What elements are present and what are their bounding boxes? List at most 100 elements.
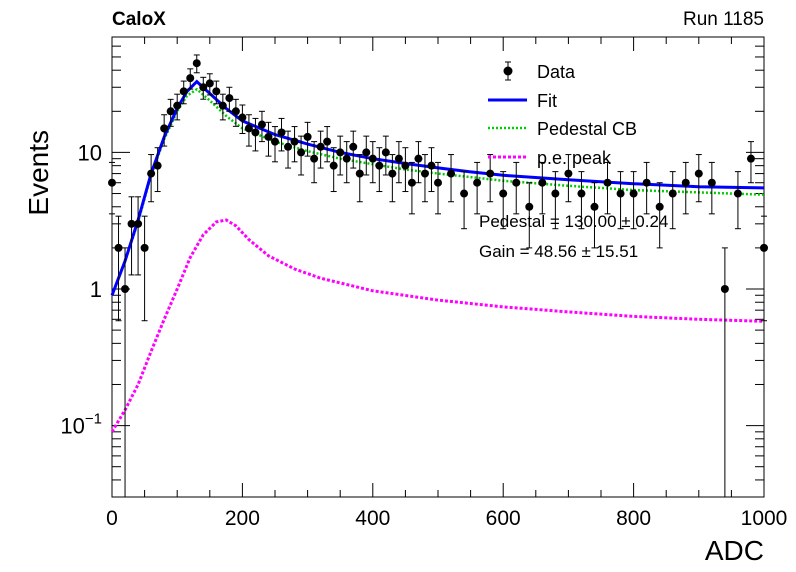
- data-point: [414, 141, 423, 184]
- data-point: [655, 182, 664, 249]
- data-marker: [746, 154, 755, 163]
- data-marker: [186, 74, 195, 83]
- data-marker: [323, 137, 332, 146]
- data-point: [355, 154, 364, 203]
- data-point: [205, 73, 214, 96]
- data-point: [303, 121, 312, 157]
- data-marker: [694, 169, 703, 178]
- data-marker: [127, 219, 136, 228]
- axis-ticks: [111, 36, 765, 498]
- data-point: [512, 161, 521, 215]
- data-point: [225, 86, 234, 112]
- data-marker: [160, 124, 169, 133]
- data-point: [642, 161, 651, 215]
- x-axis-label: ADC: [705, 535, 764, 566]
- data-point: [434, 161, 442, 215]
- data-point: [264, 121, 273, 157]
- data-point: [179, 80, 188, 105]
- data-marker: [284, 142, 293, 151]
- data-point: [147, 154, 156, 203]
- legend-label: Fit: [537, 91, 557, 111]
- data-point: [134, 196, 143, 276]
- x-tick-label: 600: [486, 507, 521, 530]
- data-marker: [238, 113, 247, 122]
- data-marker: [173, 101, 182, 110]
- data-marker: [564, 169, 573, 178]
- data-point: [310, 141, 319, 184]
- data-point: [329, 147, 338, 193]
- data-marker: [257, 120, 266, 129]
- data-marker: [414, 154, 423, 163]
- data-point: [186, 68, 195, 90]
- legend: Data Fit Pedestal CB p.e. peak: [488, 61, 637, 168]
- data-point: [401, 147, 410, 193]
- data-point: [590, 182, 599, 249]
- data-marker: [538, 178, 547, 187]
- data-marker: [355, 169, 364, 178]
- legend-label: Data: [537, 62, 576, 82]
- data-marker: [447, 169, 456, 178]
- data-point: [694, 154, 703, 203]
- data-point: [199, 76, 208, 100]
- data-point: [388, 154, 397, 203]
- data-marker: [407, 178, 416, 187]
- legend-entry: Data: [503, 61, 576, 82]
- data-point: [616, 171, 625, 230]
- p-e-peak-curve: [110, 218, 765, 433]
- data-point: [564, 154, 573, 203]
- x-tick-label: 1000: [741, 507, 788, 530]
- data-marker: [225, 94, 234, 103]
- data-point: [668, 171, 677, 230]
- data-point: [297, 135, 306, 176]
- data-point: [349, 130, 358, 169]
- data-marker: [388, 169, 397, 178]
- data-point: [525, 182, 534, 249]
- data-marker: [244, 124, 253, 133]
- data-point: [166, 98, 175, 127]
- data-point: [551, 171, 560, 230]
- data-point: [746, 141, 755, 184]
- data-point: [720, 247, 729, 498]
- data-point: [473, 161, 482, 215]
- data-marker: [303, 132, 312, 141]
- data-marker: [642, 178, 651, 187]
- legend-entry: p.e. peak: [488, 148, 612, 168]
- data-point: [140, 215, 149, 322]
- data-point: [271, 126, 279, 163]
- fit-curves: [110, 79, 765, 433]
- data-marker: [460, 189, 469, 198]
- data-marker: [420, 169, 429, 178]
- data-point: [251, 117, 260, 152]
- data-marker: [277, 128, 286, 137]
- data-marker: [394, 154, 403, 163]
- data-point: [407, 161, 416, 215]
- data-marker: [192, 59, 201, 68]
- data-point: [629, 171, 638, 230]
- data-point: [277, 117, 286, 152]
- data-point: [121, 247, 130, 498]
- y-tick-label: 10−1: [60, 411, 102, 439]
- data-point: [257, 110, 266, 143]
- data-marker: [349, 142, 358, 151]
- data-marker: [616, 189, 625, 198]
- x-tick-label: 0: [106, 507, 118, 530]
- data-point: [290, 126, 299, 163]
- data-marker: [577, 189, 586, 198]
- data-point: [323, 126, 332, 163]
- data-marker: [486, 169, 495, 178]
- data-marker: [121, 285, 130, 294]
- data-marker: [512, 178, 521, 187]
- data-point: [420, 154, 429, 203]
- data-point: [218, 93, 227, 121]
- legend-label: p.e. peak: [537, 148, 612, 168]
- data-marker: [551, 189, 560, 198]
- x-tick-label: 400: [355, 507, 390, 530]
- data-marker: [316, 142, 325, 151]
- legend-label: Pedestal CB: [537, 119, 637, 139]
- plot-frame: [111, 36, 765, 498]
- data-point: [160, 114, 169, 147]
- data-marker: [140, 243, 149, 252]
- data-point: [460, 171, 469, 230]
- data-marker: [368, 154, 377, 163]
